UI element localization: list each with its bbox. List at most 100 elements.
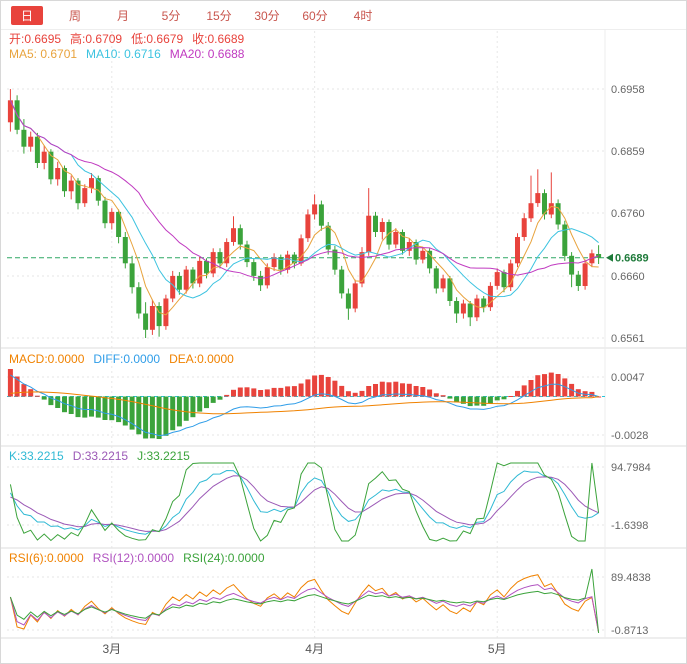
macd-histogram-bar — [454, 396, 460, 403]
close-value: 收:0.6689 — [192, 32, 245, 46]
k-line — [9, 469, 599, 535]
macd-histogram-bar — [305, 379, 311, 397]
tab-period-5min[interactable]: 5分 — [161, 8, 181, 23]
candle-body — [156, 306, 162, 327]
macd-histogram-bar — [373, 384, 378, 397]
macd-histogram-bar — [515, 390, 520, 397]
candle-body — [170, 275, 176, 299]
macd-histogram-bar — [474, 396, 480, 406]
open-value: 开:0.6695 — [9, 32, 62, 46]
y-axis-label: 0.0047 — [611, 372, 645, 384]
macd-histogram-bar — [555, 374, 561, 397]
candle-body — [575, 274, 581, 286]
macd-histogram-bar — [413, 386, 419, 397]
candle-body — [34, 136, 40, 163]
macd-histogram-bar — [318, 374, 324, 397]
macd-histogram-bar — [55, 396, 61, 408]
candle-body — [345, 293, 351, 309]
ma5-value: MA5: 0.6701 — [9, 47, 78, 61]
candle-body — [122, 237, 128, 264]
macd-histogram-bar — [237, 387, 243, 397]
candle-body — [41, 151, 47, 163]
tab-period-30min[interactable]: 30分 — [254, 8, 280, 23]
y-axis-label: 0.6561 — [611, 333, 645, 345]
candle-body — [210, 252, 216, 274]
macd-histogram-bar — [460, 396, 466, 404]
candle-body — [373, 215, 378, 232]
macd-histogram-bar — [109, 396, 115, 421]
macd-histogram-bar — [528, 380, 534, 397]
macd-histogram-bar — [89, 396, 94, 417]
tab-period-day[interactable]: 日 — [11, 5, 43, 25]
candle-body — [460, 303, 466, 314]
macd-histogram-bar — [433, 393, 439, 397]
tab-period-month[interactable]: 月 — [116, 8, 129, 23]
macd-histogram-bar — [170, 396, 176, 431]
macd-histogram-bar — [366, 386, 372, 397]
macd-histogram-bar — [190, 396, 196, 418]
candle-body — [143, 313, 149, 330]
candle-body — [400, 232, 405, 251]
macd-histogram-bar — [244, 387, 250, 397]
ma20-line — [9, 100, 599, 279]
candle-body — [447, 278, 453, 301]
tab-period-60min[interactable]: 60分 — [302, 8, 328, 23]
macd-histogram-bar — [406, 383, 412, 397]
macd-histogram-bar — [386, 382, 392, 397]
x-axis-label: 4月 — [305, 642, 324, 656]
macd-histogram-bar — [231, 389, 236, 397]
candle-body — [481, 298, 487, 308]
candle-body — [474, 298, 480, 318]
candle-body — [75, 180, 81, 204]
macd-histogram-bar — [204, 396, 209, 409]
candle-body — [359, 252, 365, 284]
y-axis-label: -0.0028 — [611, 430, 648, 442]
candle-body — [197, 260, 203, 284]
y-axis-label: -1.6398 — [611, 520, 648, 532]
macd-histogram-bar — [122, 396, 128, 426]
candle-body — [204, 260, 209, 274]
candle-body — [28, 136, 34, 147]
macd-histogram-bar — [14, 376, 20, 397]
candle-body — [109, 211, 115, 224]
candle-body — [339, 269, 345, 294]
macd-histogram-bar — [129, 396, 135, 430]
rsi-header: RSI(6):0.0000 RSI(12):0.0000 RSI(24):0.0… — [9, 551, 265, 565]
macd-histogram-bar — [62, 396, 67, 413]
candle-body — [433, 268, 439, 289]
candle-body — [318, 204, 324, 226]
candle-body — [454, 301, 460, 314]
candle-body — [528, 203, 534, 219]
d-line — [10, 475, 599, 532]
candle-body — [555, 203, 561, 225]
tab-period-15min[interactable]: 15分 — [206, 8, 232, 23]
current-price-label: 0.6689 — [615, 253, 649, 265]
macd-histogram-bar — [542, 374, 547, 397]
candle-body — [298, 238, 304, 264]
candle-body — [420, 250, 426, 260]
macd-histogram-bar — [102, 396, 108, 420]
candle-body — [183, 269, 189, 290]
macd-histogram-bar — [95, 396, 101, 418]
candle-body — [352, 283, 358, 309]
macd-histogram-bar — [325, 377, 331, 397]
macd-histogram-bar — [467, 396, 473, 407]
ma-header: MA5: 0.6701 MA10: 0.6716 MA20: 0.6688 — [9, 47, 244, 61]
tab-period-week[interactable]: 周 — [68, 8, 81, 23]
candle-body — [251, 262, 257, 276]
candle-body — [21, 129, 27, 147]
macd-histogram-bar — [197, 396, 203, 412]
macd-histogram-bar — [149, 396, 155, 439]
candle-body — [562, 224, 568, 256]
candle-body — [231, 228, 236, 242]
y-axis-label: 89.4838 — [611, 572, 651, 584]
dea-line — [10, 391, 599, 415]
macd-histogram-bar — [75, 396, 81, 418]
candle-body — [582, 263, 588, 286]
macd-histogram-bar — [379, 381, 385, 397]
dea-value: DEA:0.0000 — [169, 352, 234, 366]
candle-body — [224, 242, 230, 264]
macd-value: MACD:0.0000 — [9, 352, 85, 366]
tab-period-4hour[interactable]: 4时 — [353, 8, 373, 23]
